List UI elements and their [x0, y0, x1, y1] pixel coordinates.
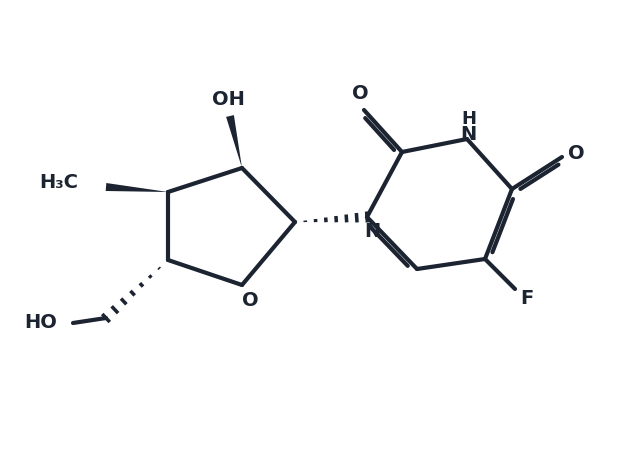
- Text: N: N: [364, 221, 380, 241]
- Text: O: O: [568, 143, 584, 163]
- Text: O: O: [242, 291, 259, 311]
- Text: F: F: [520, 290, 534, 308]
- Polygon shape: [106, 183, 168, 192]
- Text: HO: HO: [24, 313, 57, 332]
- Text: OH: OH: [212, 89, 244, 109]
- Text: H₃C: H₃C: [39, 172, 78, 191]
- Text: O: O: [352, 84, 368, 102]
- Text: H: H: [461, 110, 477, 128]
- Polygon shape: [226, 115, 242, 168]
- Text: N: N: [460, 125, 476, 143]
